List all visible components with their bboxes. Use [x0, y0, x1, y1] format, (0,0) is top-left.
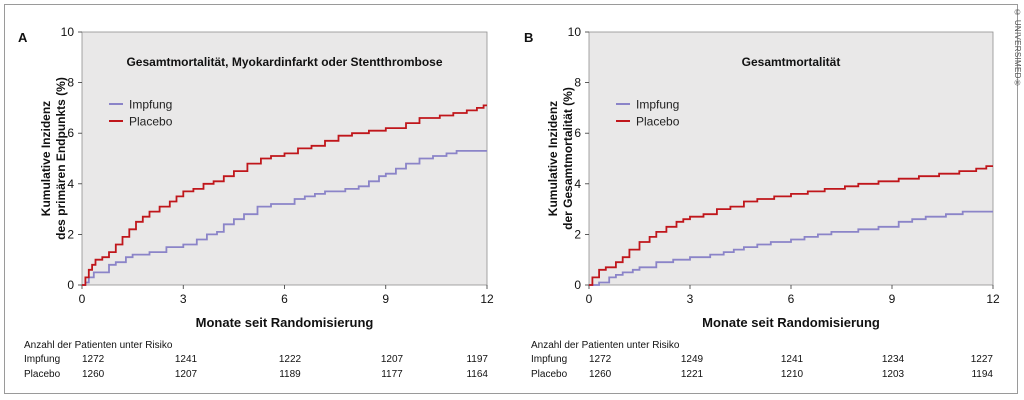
chart-a-x-axis-label: Monate seit Randomisierung [196, 315, 374, 330]
chart-a-risk-value: 1241 [175, 354, 198, 365]
chart-a-x-tick-label: 12 [480, 292, 494, 306]
chart-a-y-tick-label: 10 [61, 25, 75, 39]
chart-a-legend-label-impfung: Impfung [129, 98, 172, 112]
chart-b-x-tick-label: 3 [687, 292, 694, 306]
chart-a-risk-value: 1164 [466, 369, 488, 380]
chart-b-title: Gesamtmortalität [742, 55, 841, 69]
chart-b-series-placebo [589, 165, 993, 286]
chart-a-y-tick-label: 0 [67, 278, 74, 292]
chart-a-risk-row-label-impfung: Impfung [24, 354, 60, 365]
chart-b-risk-value: 1194 [971, 369, 993, 380]
chart-a-x-tick-label: 0 [79, 292, 86, 306]
chart-a-risk-value: 1207 [175, 369, 198, 380]
chart-a-risk-value: 1177 [381, 369, 403, 380]
chart-a-y-axis-label-line: Kumulative Inzidenz [39, 101, 53, 216]
chart-a-series-placebo [82, 104, 487, 286]
copyright-notice: © UNIVERSIMED® [1013, 8, 1022, 88]
chart-a-risk-row-label-placebo: Placebo [24, 369, 61, 380]
chart-a-risk-value: 1207 [381, 354, 404, 365]
chart-a-risk-value: 1189 [279, 369, 301, 380]
chart-a-title: Gesamtmortalität, Myokardinfarkt oder St… [126, 55, 442, 69]
chart-b-risk-value: 1234 [882, 354, 905, 365]
chart-b-risk-value: 1241 [781, 354, 804, 365]
chart-b-y-tick-label: 10 [568, 25, 582, 39]
chart-a-x-tick-label: 6 [281, 292, 288, 306]
chart-a-y-tick-label: 2 [67, 227, 74, 241]
chart-a-panel-letter: A [18, 30, 28, 45]
chart-b-y-tick-label: 6 [574, 126, 581, 140]
chart-b-x-tick-label: 9 [889, 292, 896, 306]
chart-b-x-tick-label: 6 [788, 292, 795, 306]
chart-b-risk-value: 1203 [882, 369, 905, 380]
chart-a-y-tick-label: 8 [67, 76, 74, 90]
chart-b-risk-value: 1272 [589, 354, 612, 365]
chart-a-legend-label-placebo: Placebo [129, 115, 173, 129]
chart-b-series-impfung [589, 210, 993, 286]
chart-a-risk-value: 1222 [279, 354, 302, 365]
chart-b-y-tick-label: 0 [574, 278, 581, 292]
chart-a-risk-table-header: Anzahl der Patienten unter Risiko [24, 340, 173, 351]
chart-a-y-axis-label: Kumulative Inzidenzdes primären Endpunkt… [39, 77, 68, 240]
chart-b-legend-label-placebo: Placebo [636, 115, 680, 129]
chart-a-risk-value: 1272 [82, 354, 105, 365]
chart-a-series-impfung [82, 150, 487, 286]
chart-b-x-tick-label: 12 [986, 292, 1000, 306]
chart-b-risk-row-label-placebo: Placebo [531, 369, 568, 380]
chart-a-x-tick-label: 3 [180, 292, 187, 306]
chart-a-risk-value: 1260 [82, 369, 105, 380]
chart-b-legend-label-impfung: Impfung [636, 98, 679, 112]
chart-b-risk-row-label-impfung: Impfung [531, 354, 567, 365]
chart-b-y-axis-label: Kumulative Inzidenzder Gesamtmortalität … [546, 87, 575, 230]
chart-b-risk-value: 1210 [781, 369, 804, 380]
chart-b-y-tick-label: 4 [574, 177, 581, 191]
chart-b-risk-value: 1221 [681, 369, 704, 380]
chart-b-x-tick-label: 0 [586, 292, 593, 306]
chart-b-y-axis-label-line: Kumulative Inzidenz [546, 101, 560, 216]
chart-b-y-axis-label-line: der Gesamtmortalität (%) [561, 87, 575, 230]
chart-a-y-axis-label-line: des primären Endpunkts (%) [54, 77, 68, 240]
chart-b-y-tick-label: 8 [574, 76, 581, 90]
chart-b-y-tick-label: 2 [574, 227, 581, 241]
chart-a-risk-value: 1197 [466, 354, 488, 365]
chart-b-panel-letter: B [524, 30, 533, 45]
chart-a-x-tick-label: 9 [382, 292, 389, 306]
chart-b-risk-table-header: Anzahl der Patienten unter Risiko [531, 340, 680, 351]
chart-b-x-axis-label: Monate seit Randomisierung [702, 315, 880, 330]
chart-b-risk-value: 1260 [589, 369, 612, 380]
chart-a-y-tick-label: 4 [67, 177, 74, 191]
chart-a-y-tick-label: 6 [67, 126, 74, 140]
chart-b-plot-area [588, 31, 994, 286]
figure-frame [4, 4, 1018, 394]
chart-b-risk-value: 1227 [971, 354, 994, 365]
chart-b-risk-value: 1249 [681, 354, 704, 365]
